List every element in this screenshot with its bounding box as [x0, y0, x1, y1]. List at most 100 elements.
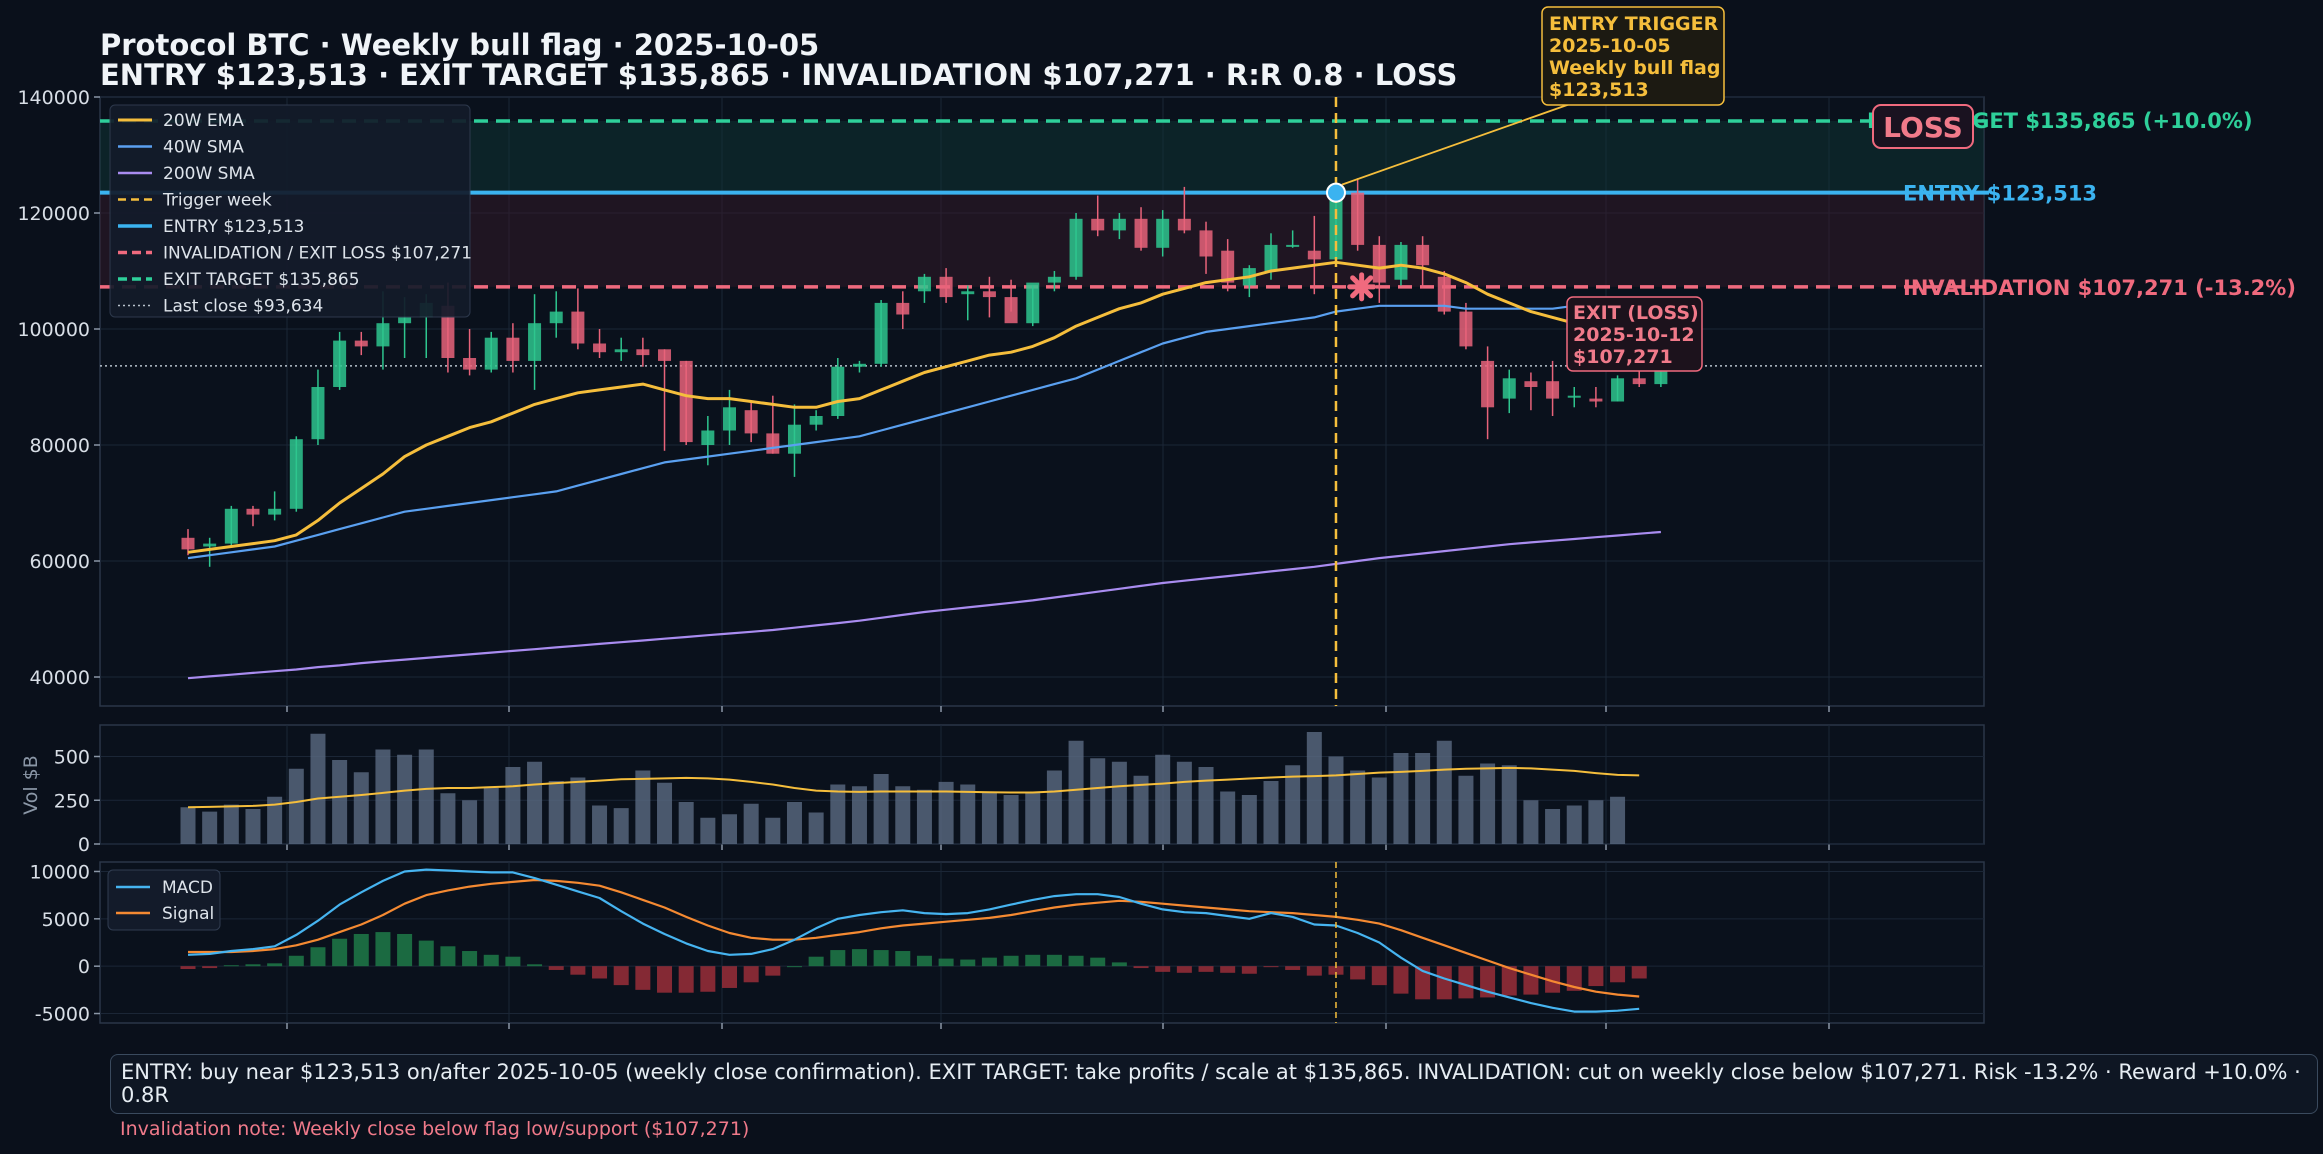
- volume-bar: [981, 791, 997, 844]
- volume-bar: [1025, 791, 1041, 844]
- macd-histogram-bar-negative: [1155, 966, 1171, 972]
- candle-up: [1156, 218, 1170, 248]
- volume-bar: [1285, 765, 1301, 844]
- volume-bar: [440, 793, 456, 844]
- volume-axis-label: Vol $B: [20, 755, 42, 815]
- entry-marker: [1325, 182, 1346, 203]
- candle-down: [658, 349, 672, 361]
- exit-loss-callout: [1566, 296, 1703, 372]
- exit-loss-callout-line: $107,271: [1573, 346, 1673, 368]
- candle-up: [311, 387, 325, 440]
- macd-legend: MACD Signal: [107, 869, 221, 931]
- volume-bar: [1545, 809, 1561, 844]
- macd-histogram-bar-negative: [1501, 966, 1517, 996]
- candle-down: [506, 337, 520, 361]
- candle-up: [398, 317, 412, 324]
- macd-histogram-bar-positive: [1003, 955, 1019, 967]
- callout-arrow: [1341, 103, 1571, 186]
- candle-down: [571, 311, 585, 344]
- macd-histogram-bar-positive: [267, 963, 283, 967]
- candle-up: [1069, 218, 1083, 277]
- signal-line: [188, 878, 1640, 998]
- macd-histogram-bar-negative: [613, 966, 629, 986]
- legend-label: 200W SMA: [163, 164, 255, 184]
- legend-label: Signal: [162, 904, 214, 924]
- volume-bar: [678, 802, 694, 844]
- ema20-line: [187, 260, 1662, 554]
- macd-histogram-bar-positive: [1025, 954, 1041, 967]
- volume-bar: [938, 781, 954, 844]
- volume-bar: [1480, 763, 1496, 844]
- volume-bar: [223, 804, 239, 844]
- volume-bar: [202, 811, 218, 844]
- volume-bar: [1458, 775, 1474, 844]
- macd-histogram-bar-negative: [635, 966, 651, 990]
- macd-histogram-bar-positive: [332, 938, 348, 967]
- entry-trigger-callout-line: ENTRY TRIGGER: [1549, 13, 1719, 35]
- macd-histogram-bar-positive: [1111, 962, 1127, 967]
- entry-trigger-callout-line: Weekly bull flag: [1549, 57, 1720, 79]
- volume-bar: [462, 800, 478, 844]
- volume-bar: [353, 772, 369, 844]
- candle-down: [463, 358, 477, 370]
- macd-histogram-bar-positive: [527, 964, 543, 967]
- candle-down: [766, 433, 780, 454]
- macd-histogram-bar-positive: [808, 956, 824, 967]
- volume-bar: [873, 774, 889, 844]
- trade-summary-box: ENTRY: buy near $123,513 on/after 2025-1…: [110, 1054, 2318, 1114]
- entry-level-label: ENTRY $123,513: [1903, 182, 2097, 206]
- candle-up: [333, 340, 347, 387]
- legend-box: [107, 869, 221, 931]
- candle-down: [1589, 398, 1603, 402]
- volume-bar: [527, 761, 543, 844]
- volume-bar: [1588, 800, 1604, 844]
- macd-histogram-bar-negative: [1350, 966, 1366, 980]
- candle-down: [1134, 218, 1148, 248]
- macd-histogram-bar-positive: [938, 958, 954, 967]
- sma40-line: [187, 301, 1661, 560]
- candle-up: [1611, 378, 1625, 402]
- volume-bar: [1393, 753, 1409, 844]
- candle-down: [1481, 360, 1495, 408]
- macd-histogram-bar-negative: [743, 966, 759, 983]
- macd-histogram-bar-positive: [895, 951, 911, 967]
- macd-histogram-bar-negative: [1588, 966, 1604, 987]
- volume-bar: [1155, 754, 1171, 844]
- legend-label: MACD: [162, 878, 213, 898]
- loss-badge: [1872, 104, 1974, 149]
- entry-trigger-callout-line: $123,513: [1549, 79, 1649, 101]
- candle-up: [1502, 378, 1516, 399]
- macd-histogram-bar-negative: [1631, 966, 1647, 979]
- volume-bar: [1090, 758, 1106, 844]
- macd-histogram-bar-negative: [657, 966, 673, 993]
- chart-subtitle: ENTRY $123,513 · EXIT TARGET $135,865 · …: [100, 58, 1458, 92]
- macd-histogram-bar-negative: [548, 966, 564, 970]
- macd-histogram-bar-negative: [1198, 966, 1214, 972]
- y-tick-label: 5000: [42, 909, 90, 931]
- volume-bar: [613, 808, 629, 844]
- macd-histogram-bar-positive: [1046, 954, 1062, 967]
- macd-histogram-bar-negative: [765, 966, 781, 976]
- candle-down: [744, 410, 758, 434]
- volume-bar: [180, 807, 196, 844]
- volume-bar: [1046, 770, 1062, 844]
- candle-up: [528, 323, 542, 361]
- legend-label: ENTRY $123,513: [163, 217, 304, 237]
- macd-histogram-bar-positive: [462, 951, 478, 967]
- macd-histogram-bar-positive: [223, 965, 239, 967]
- candle-down: [1372, 244, 1386, 283]
- y-tick-label: 120000: [17, 203, 90, 225]
- candle-down: [441, 305, 455, 358]
- macd-histogram-bar-positive: [981, 957, 997, 967]
- legend-label: 20W EMA: [163, 111, 244, 131]
- y-tick-label: 60000: [30, 551, 90, 573]
- macd-histogram-bar-negative: [1523, 966, 1539, 995]
- candle-down: [593, 343, 607, 353]
- chart-title: Protocol BTC · Weekly bull flag · 2025-1…: [100, 28, 820, 62]
- macd-histogram-bar-positive: [1090, 957, 1106, 967]
- exit-loss-callout-line: EXIT (LOSS): [1573, 302, 1699, 324]
- candle-down: [1004, 297, 1018, 324]
- macd-histogram-bar-positive: [310, 947, 326, 967]
- volume-bar: [1501, 765, 1517, 844]
